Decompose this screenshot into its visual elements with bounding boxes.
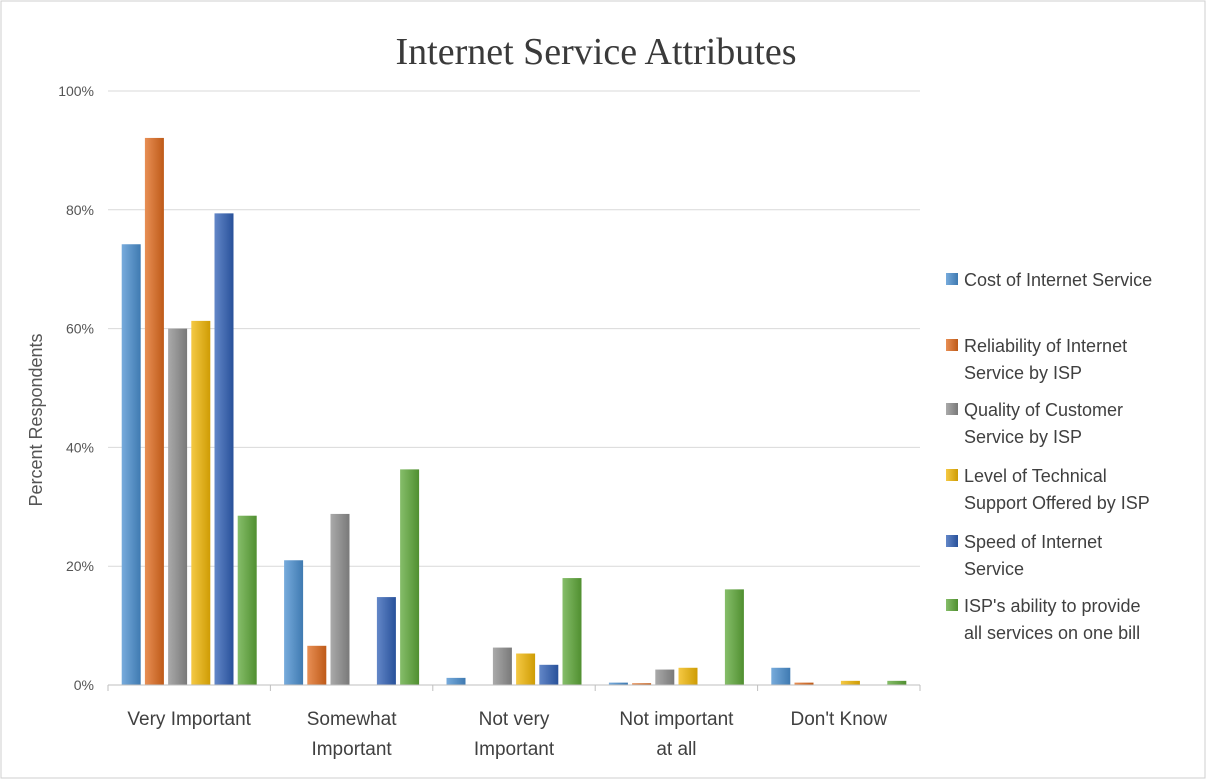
y-tick-label: 20%: [66, 558, 94, 574]
bar: [840, 680, 860, 685]
bar: [400, 469, 420, 685]
legend-label: Quality of Customer Service by ISP: [964, 400, 1123, 447]
axes: 0% 20% 40% 60% 80% 100% Very Important Somewhat…: [58, 83, 921, 760]
legend-swatch: [946, 469, 958, 481]
legend-swatch: [946, 339, 958, 351]
bar: [214, 213, 234, 685]
y-tick-label: 40%: [66, 439, 94, 455]
bar: [121, 244, 141, 685]
bar: [168, 328, 188, 685]
legend-swatch: [946, 273, 958, 285]
bar: [446, 677, 466, 685]
bar: [887, 680, 907, 685]
legend-swatch: [946, 599, 958, 611]
x-tick-label: Somewhat Important: [307, 709, 397, 760]
y-tick-label: 100%: [58, 83, 94, 99]
bar: [608, 682, 628, 685]
bar: [562, 578, 582, 685]
legend-label: Cost of Internet Service: [964, 270, 1152, 290]
legend-label: Level of Technical Support Offered by ISP: [964, 466, 1150, 513]
bar: [771, 667, 791, 685]
y-tick-label: 80%: [66, 202, 94, 218]
chart-title: Internet Service Attributes: [396, 31, 797, 73]
bar: [191, 320, 211, 685]
x-tick-label: Not important at all: [619, 709, 734, 760]
legend-label: Speed of Internet Service: [964, 532, 1102, 579]
x-tick-label: Very Important: [127, 709, 251, 730]
bar: [376, 597, 396, 685]
bar: [516, 653, 536, 685]
bar: [284, 560, 304, 685]
x-tick-label: Don't Know: [791, 709, 888, 730]
bar: [330, 513, 350, 685]
bar: [144, 137, 164, 685]
legend-swatch: [946, 535, 958, 547]
bar: [678, 667, 698, 685]
bar: [307, 645, 327, 685]
bar: [237, 515, 257, 685]
legend: Cost of Internet Service Reliability of I…: [946, 270, 1152, 643]
legend-label: ISP's ability to provide all services on …: [964, 596, 1141, 643]
bar: [632, 683, 652, 685]
bar: [724, 589, 744, 685]
y-tick-label: 60%: [66, 321, 94, 337]
bar: [655, 669, 675, 685]
x-tick-label: Not very Important: [474, 709, 555, 760]
legend-label: Reliability of Internet Service by ISP: [964, 336, 1127, 383]
bar: [539, 664, 559, 685]
bar: [492, 647, 512, 685]
legend-swatch: [946, 403, 958, 415]
bar: [794, 682, 814, 685]
y-axis-title: Percent Respondents: [26, 333, 46, 506]
bars: [121, 137, 907, 685]
y-tick-label: 0%: [74, 677, 94, 693]
